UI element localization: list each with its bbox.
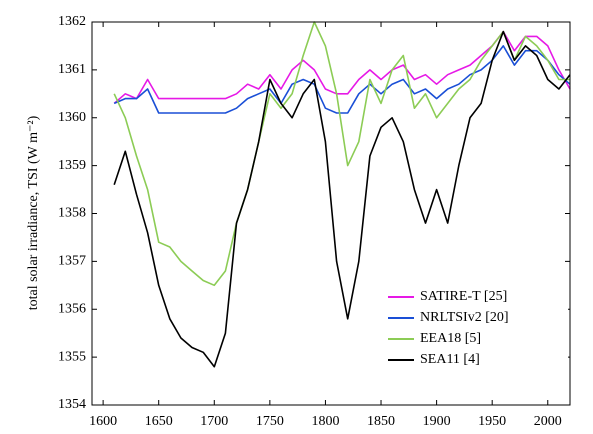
y-tick-label: 1360: [58, 110, 86, 125]
x-tick-label: 1850: [367, 414, 395, 429]
y-axis-label: total solar irradiance, TSI (W m⁻²): [26, 115, 41, 310]
x-tick-label: 1750: [256, 414, 284, 429]
y-tick-label: 1359: [58, 158, 86, 173]
legend-label: EEA18 [5]: [420, 331, 481, 346]
plot-frame: [91, 21, 571, 406]
series-line: [113, 45, 571, 114]
legend-box: [382, 285, 568, 381]
series-line: [113, 30, 571, 368]
x-tick-label: 1900: [423, 414, 451, 429]
y-tick-label: 1355: [58, 349, 86, 364]
x-tick-label: 1950: [478, 414, 506, 429]
legend-label: SATIRE-T [25]: [420, 289, 507, 304]
legend-label: SEA11 [4]: [420, 352, 480, 367]
x-tick-label: 1650: [145, 414, 173, 429]
y-tick-label: 1361: [58, 62, 86, 77]
y-tick-label: 1354: [58, 397, 86, 412]
y-tick-label: 1356: [58, 301, 86, 316]
x-tick-label: 2000: [534, 414, 562, 429]
series-line: [113, 30, 571, 105]
x-tick-label: 1600: [89, 414, 117, 429]
y-tick-label: 1358: [58, 206, 86, 221]
x-tick-label: 1800: [311, 414, 339, 429]
legend-label: NRLTSIv2 [20]: [420, 310, 509, 325]
y-tick-label: 1362: [58, 14, 86, 29]
y-tick-label: 1357: [58, 254, 86, 269]
series-line: [113, 21, 570, 287]
x-tick-label: 1700: [200, 414, 228, 429]
